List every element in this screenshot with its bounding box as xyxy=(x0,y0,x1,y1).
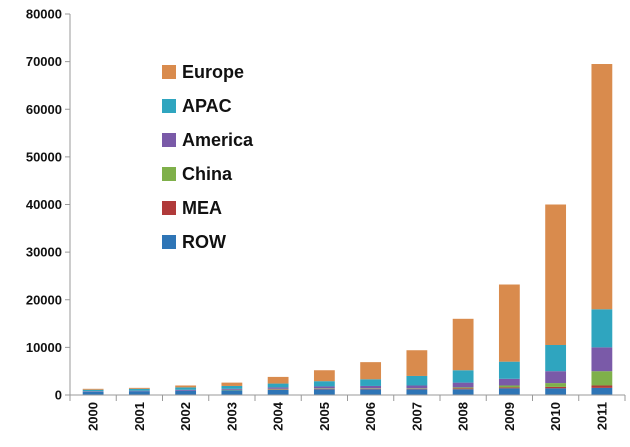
bar-segment-america-2007 xyxy=(406,385,428,389)
bar-segment-row-2008 xyxy=(452,389,474,395)
bar-segment-mea-2009 xyxy=(498,387,520,389)
bars-layer xyxy=(82,64,613,395)
bar-segment-mea-2008 xyxy=(452,388,474,390)
legend-label-row: ROW xyxy=(182,232,226,252)
bar-segment-europe-2006 xyxy=(360,362,382,380)
bar-segment-europe-2002 xyxy=(175,385,197,388)
y-tick-label: 70000 xyxy=(26,54,62,69)
bar-segment-apac-2007 xyxy=(406,375,428,386)
bar-segment-america-2008 xyxy=(452,382,474,388)
axes-layer: 0 10000 20000 30000 40000 50000 60000 70000 8000… xyxy=(26,7,626,431)
y-tick-label: 50000 xyxy=(26,149,62,164)
y-tick-label: 10000 xyxy=(26,340,62,355)
bar-segment-europe-2010 xyxy=(545,204,567,345)
legend-swatch-row xyxy=(162,235,176,249)
bar-segment-row-2010 xyxy=(545,388,567,395)
bar-segment-row-2004 xyxy=(267,389,289,395)
bar-segment-row-2009 xyxy=(498,388,520,395)
legend-label-europe: Europe xyxy=(182,62,244,82)
x-tick-label-2005: 2005 xyxy=(317,402,332,431)
bar-segment-america-2006 xyxy=(360,385,382,389)
bar-segment-apac-2003 xyxy=(221,385,243,389)
y-tick-label: 30000 xyxy=(26,245,62,260)
bar-segment-apac-2009 xyxy=(498,361,520,379)
bar-segment-europe-2001 xyxy=(128,387,150,389)
bar-segment-row-2005 xyxy=(313,389,335,395)
bar-segment-row-2007 xyxy=(406,389,428,395)
legend-label-apac: APAC xyxy=(182,96,232,116)
legend-swatch-china xyxy=(162,167,176,181)
x-tick-label-2010: 2010 xyxy=(548,402,563,431)
bar-segment-row-2006 xyxy=(360,389,382,395)
bar-segment-apac-2002 xyxy=(175,387,197,390)
bar-segment-europe-2003 xyxy=(221,382,243,386)
x-tick-label-2007: 2007 xyxy=(409,402,424,431)
bar-segment-america-2002 xyxy=(175,389,197,391)
bar-segment-europe-2000 xyxy=(82,388,104,390)
y-tick-label: 80000 xyxy=(26,7,62,22)
bar-segment-china-2010 xyxy=(545,383,567,387)
bar-segment-europe-2009 xyxy=(498,284,520,362)
bar-segment-china-2011 xyxy=(591,371,613,386)
bar-segment-apac-2004 xyxy=(267,383,289,388)
x-tick-label-2002: 2002 xyxy=(178,402,193,431)
legend-swatch-america xyxy=(162,133,176,147)
x-tick-label-2011: 2011 xyxy=(594,402,609,430)
bar-segment-apac-2001 xyxy=(128,388,150,391)
bar-segment-america-2011 xyxy=(591,347,613,372)
legend-swatch-europe xyxy=(162,65,176,79)
bar-segment-apac-2005 xyxy=(313,381,335,387)
x-tick-label-2001: 2001 xyxy=(132,402,147,431)
x-tick-label-2008: 2008 xyxy=(456,402,471,431)
bar-segment-america-2010 xyxy=(545,371,567,384)
bar-segment-china-2009 xyxy=(498,385,520,388)
bar-segment-mea-2010 xyxy=(545,386,567,389)
bar-segment-apac-2006 xyxy=(360,379,382,386)
x-tick-label-2003: 2003 xyxy=(224,402,239,431)
bar-segment-mea-2011 xyxy=(591,385,613,388)
bar-segment-apac-2010 xyxy=(545,344,567,372)
bar-segment-america-2005 xyxy=(313,386,335,389)
bar-segment-china-2008 xyxy=(452,387,474,389)
bar-segment-america-2004 xyxy=(267,387,289,389)
bar-segment-row-2011 xyxy=(591,387,613,395)
legend-swatch-apac xyxy=(162,99,176,113)
y-tick-label: 40000 xyxy=(26,197,62,212)
bar-segment-apac-2011 xyxy=(591,309,613,348)
bar-segment-row-2003 xyxy=(221,390,243,395)
x-tick-label-2000: 2000 xyxy=(86,402,101,431)
x-tick-label-2009: 2009 xyxy=(502,402,517,431)
y-tick-label: 60000 xyxy=(26,102,62,117)
bar-segment-europe-2004 xyxy=(267,376,289,384)
bar-segment-europe-2008 xyxy=(452,318,474,371)
bar-segment-america-2009 xyxy=(498,378,520,386)
y-tick-label: 20000 xyxy=(26,292,62,307)
x-tick-label-2006: 2006 xyxy=(363,402,378,431)
legend: Europe APAC America China MEA ROW xyxy=(162,62,254,252)
x-tick-label-2004: 2004 xyxy=(271,401,286,431)
bar-segment-europe-2007 xyxy=(406,350,428,376)
bar-segment-row-2002 xyxy=(175,390,197,395)
y-tick-label: 0 xyxy=(55,388,62,403)
bar-segment-america-2003 xyxy=(221,388,243,390)
legend-label-america: America xyxy=(182,130,254,150)
bar-segment-europe-2011 xyxy=(591,64,613,310)
legend-swatch-mea xyxy=(162,201,176,215)
bar-segment-row-2001 xyxy=(128,391,150,395)
legend-label-mea: MEA xyxy=(182,198,222,218)
legend-label-china: China xyxy=(182,164,233,184)
bar-segment-europe-2005 xyxy=(313,370,335,382)
bar-segment-row-2000 xyxy=(82,391,104,395)
bar-segment-apac-2000 xyxy=(82,389,104,392)
bar-segment-apac-2008 xyxy=(452,370,474,383)
